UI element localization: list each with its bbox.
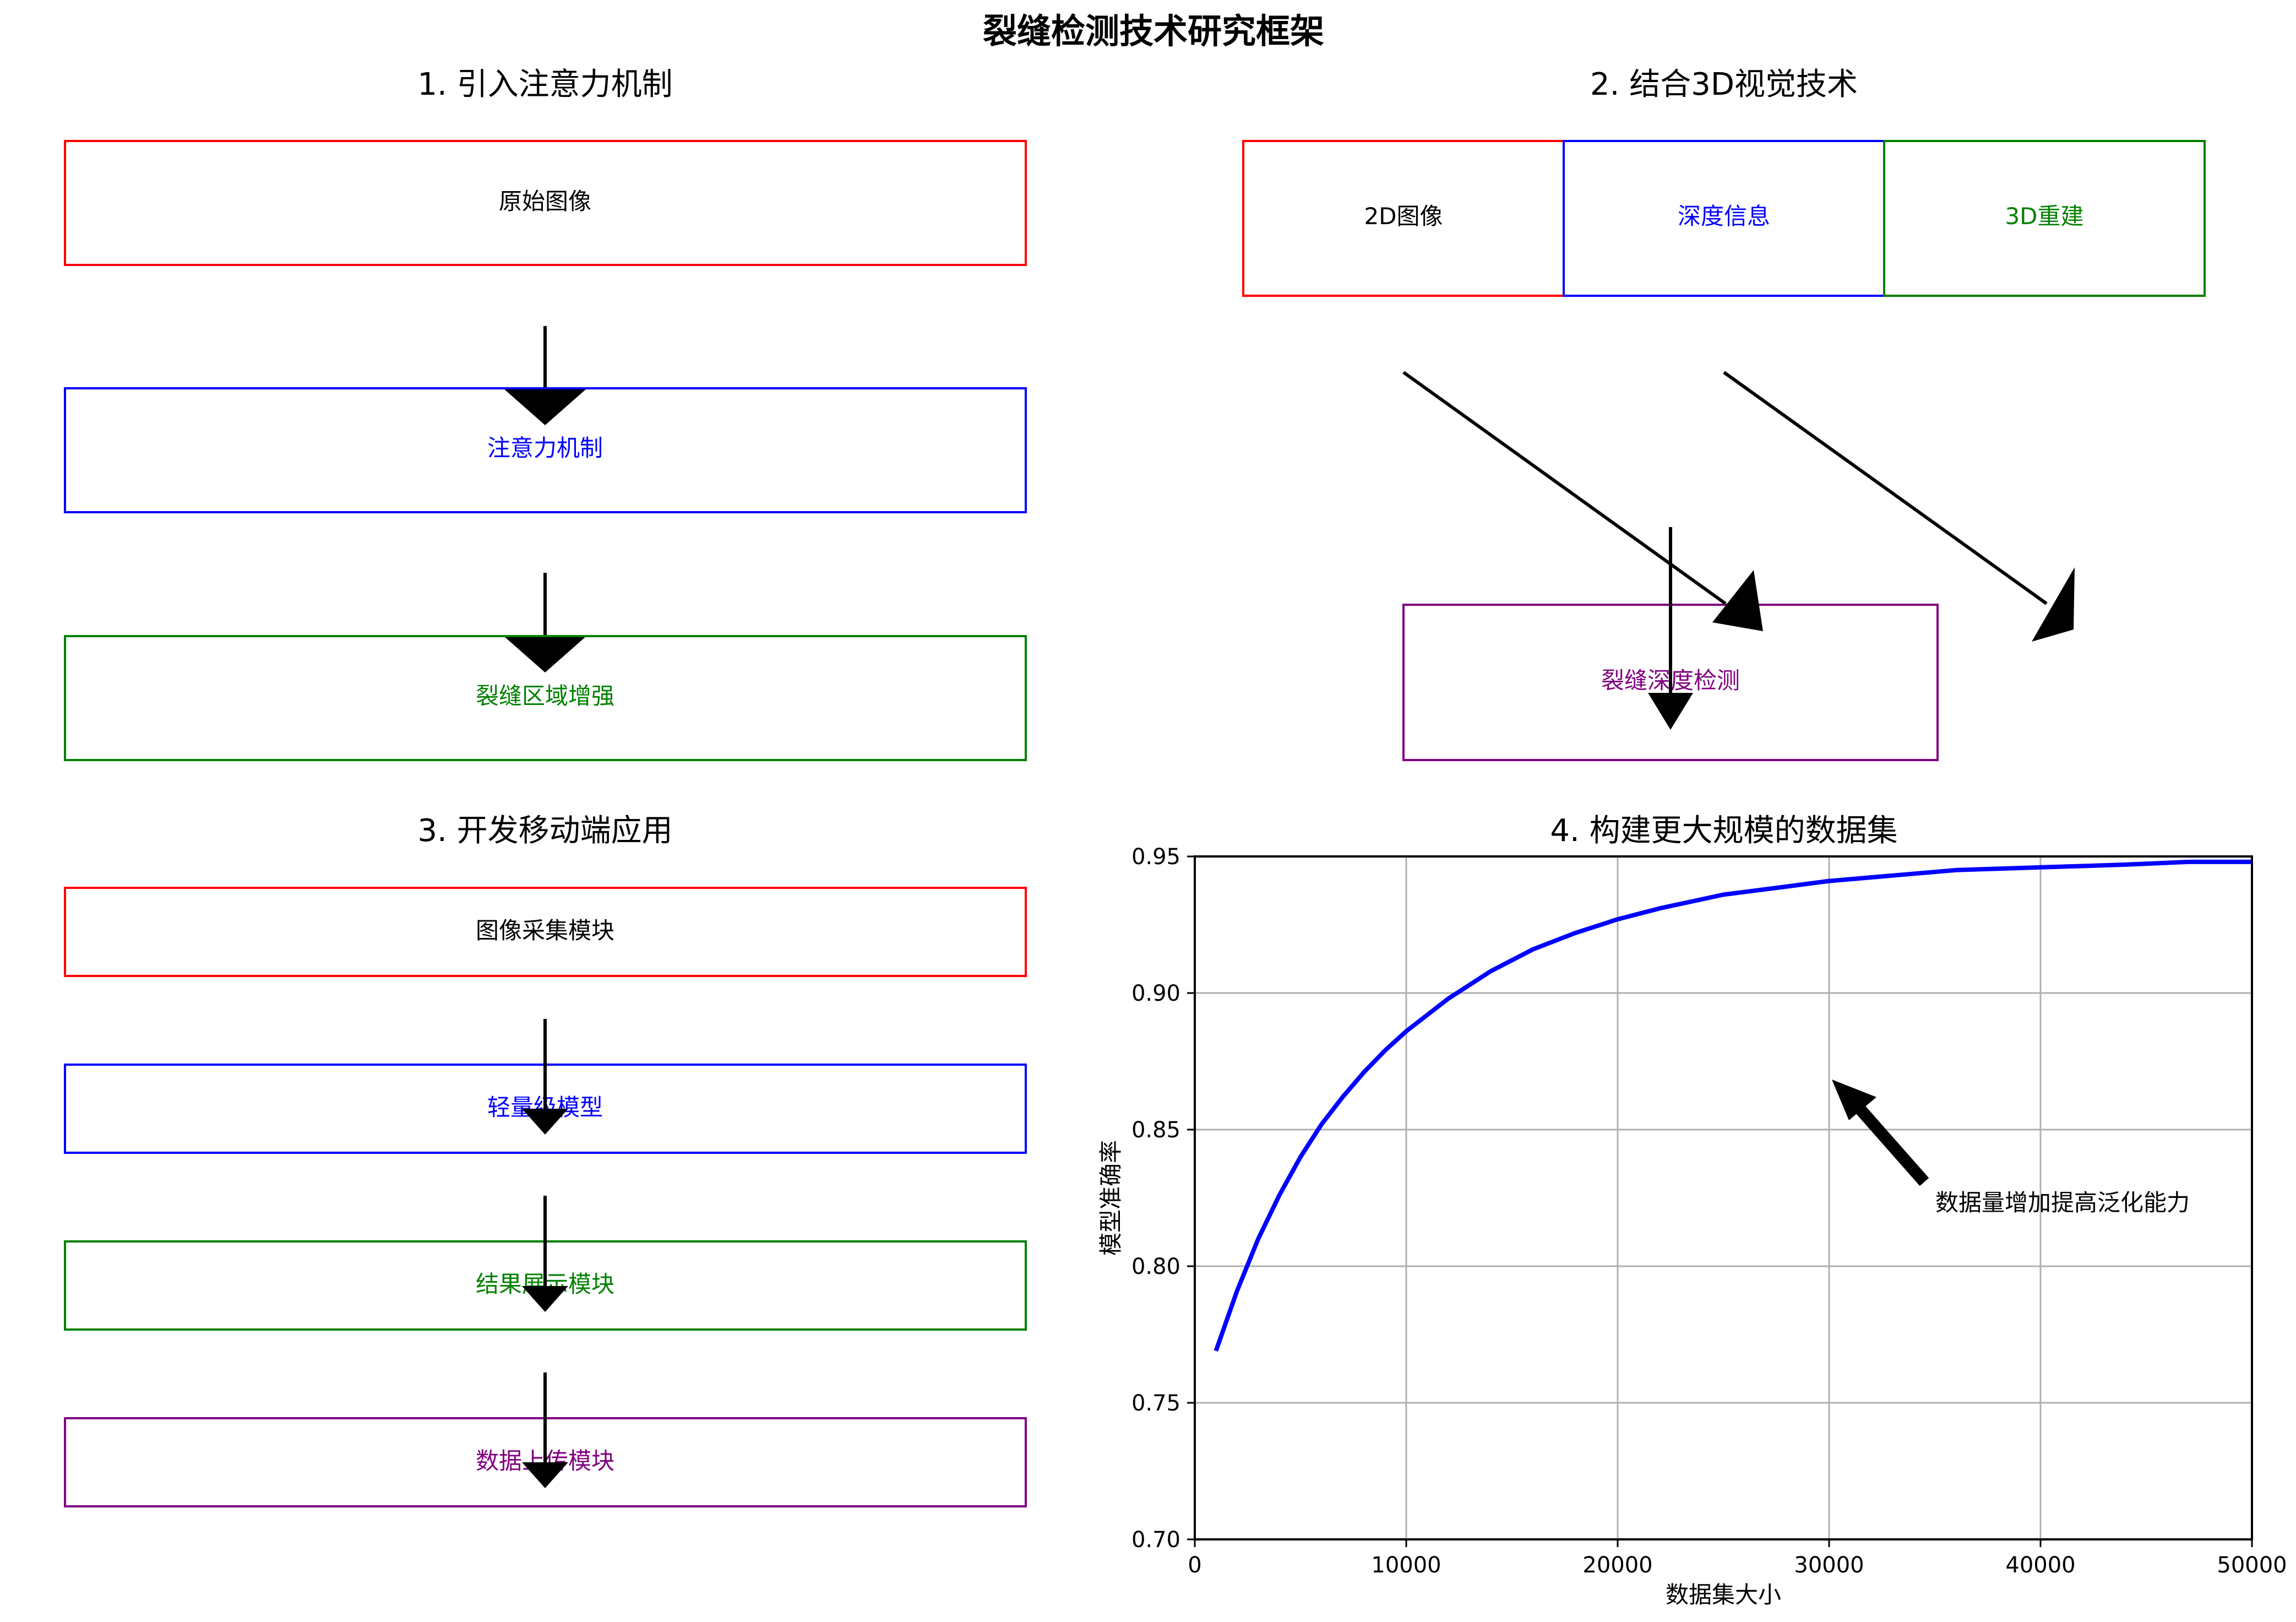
y-tick-label: 0.95 (1131, 844, 1180, 870)
panel-3d-vision-title: 2. 结合3D视觉技术 (1590, 67, 1858, 102)
arrow-2d-head (1712, 570, 1763, 631)
x-tick-label: 0 (1188, 1553, 1201, 1578)
x-tick-label: 40000 (2005, 1553, 2075, 1578)
box-crack-enhance (64, 635, 1027, 761)
box-crack-enhance-label: 裂缝区域增强 (476, 682, 614, 709)
panel-dataset-title: 4. 构建更大规模的数据集 (1550, 813, 1897, 849)
y-tick-label: 0.80 (1131, 1254, 1180, 1279)
x-axis-label: 数据集大小 (1666, 1581, 1781, 1608)
panel-mobile-app-title: 3. 开发移动端应用 (417, 813, 672, 849)
box-attention-mechanism (64, 387, 1027, 513)
box-image-capture (64, 887, 1027, 977)
box-3d-reconstruction (1883, 140, 2206, 297)
arrow-m3-head (522, 1462, 568, 1488)
y-tick-label: 0.75 (1131, 1391, 1180, 1416)
y-tick-label: 0.90 (1131, 981, 1180, 1006)
plot-area-frame (1194, 855, 2253, 1540)
box-3d-reconstruction-label: 3D重建 (2005, 203, 2083, 230)
panel-attention: 1. 引入注意力机制 原始图像 注意力机制 裂缝区域增强 (64, 67, 1027, 761)
x-tick-label: 20000 (1582, 1553, 1652, 1578)
arrow-depth-shaft (1723, 371, 2048, 605)
panel-mobile-app: 3. 开发移动端应用 图像采集模块 轻量级模型 结果展示模块 数据上传模块 (64, 813, 1027, 1507)
box-image-capture-label: 图像采集模块 (476, 917, 614, 944)
arrow-m1-head (522, 1109, 568, 1135)
box-attention-mechanism-label: 注意力机制 (487, 435, 603, 462)
panel-attention-title: 1. 引入注意力机制 (417, 67, 672, 102)
arrow-1-2-head (504, 389, 586, 425)
arrow-depth-head (2032, 567, 2075, 642)
annotation-arrow-shaft (1853, 1103, 1929, 1186)
arrow-2d-shaft (1402, 371, 1727, 605)
figure-title: 裂缝检测技术研究框架 (983, 11, 1324, 51)
box-depth-info-label: 深度信息 (1678, 203, 1770, 230)
x-tick-label: 30000 (1794, 1553, 1864, 1578)
panel-dataset: 4. 构建更大规模的数据集 0 10000 20000 30000 40000 50000… (1097, 813, 2287, 1608)
y-tick-label: 0.70 (1131, 1527, 1180, 1553)
accuracy-curve (1214, 859, 2252, 1352)
box-2d-image-label: 2D图像 (1364, 203, 1443, 230)
x-tick-label: 50000 (2217, 1553, 2287, 1578)
arrow-3d-head (1648, 693, 1693, 730)
box-original-image-label: 原始图像 (499, 188, 591, 215)
y-tick-label: 0.85 (1131, 1118, 1180, 1143)
panel-3d-vision: 2. 结合3D视觉技术 2D图像 深度信息 3D重建 裂缝深度检测 (1242, 67, 2206, 761)
arrow-2-3-head (504, 636, 586, 672)
box-original-image (64, 140, 1027, 266)
x-tick-label: 10000 (1371, 1553, 1441, 1578)
y-axis-label: 模型准确率 (1097, 1140, 1124, 1256)
annotation-text: 数据量增加提高泛化能力 (1935, 1189, 2190, 1216)
chart-series (1214, 859, 2252, 1352)
annotation-arrow-head (1832, 1079, 1876, 1120)
arrow-m2-head (522, 1286, 568, 1312)
chart-ticks: 0 10000 20000 30000 40000 50000 0.70 0.75 0.80 0.… (1131, 844, 2287, 1578)
